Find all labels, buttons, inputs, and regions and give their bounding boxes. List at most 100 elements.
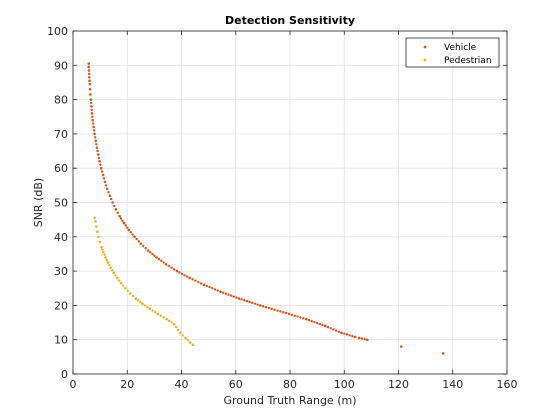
data-point (87, 69, 91, 72)
data-point (345, 333, 349, 336)
y-tick-label: 90 (54, 59, 68, 72)
data-point (117, 279, 121, 282)
data-point (95, 142, 98, 146)
data-point (191, 343, 195, 347)
data-point (153, 254, 156, 257)
x-axis-label: Ground Truth Range (m) (224, 394, 357, 407)
data-point (366, 338, 369, 342)
data-point (110, 197, 113, 201)
data-point (135, 237, 138, 241)
data-point (110, 269, 114, 272)
data-point (181, 334, 185, 337)
data-point (119, 281, 123, 285)
data-point (340, 331, 343, 335)
y-tick-label: 70 (54, 128, 68, 141)
data-point (351, 334, 354, 338)
legend-label: Vehicle (444, 43, 477, 53)
data-point (251, 301, 254, 305)
data-point (165, 317, 168, 321)
data-point (129, 231, 132, 234)
data-point (149, 251, 152, 254)
data-point (139, 300, 142, 304)
data-point (172, 268, 176, 271)
data-point (101, 248, 104, 251)
data-point (258, 304, 262, 307)
data-point (142, 244, 145, 248)
data-point (232, 295, 235, 298)
legend: Vehicle Pedestrian (405, 37, 500, 68)
data-point (126, 226, 129, 229)
data-point (134, 297, 138, 300)
x-tick-label: 40 (175, 378, 189, 391)
data-point (299, 316, 302, 319)
data-point (243, 299, 246, 302)
y-tick-label: 0 (61, 368, 68, 381)
data-point (98, 240, 102, 244)
data-point (87, 76, 91, 79)
data-point (256, 303, 259, 306)
data-point (131, 294, 135, 298)
x-tick-label: 120 (388, 378, 409, 391)
data-point (127, 228, 131, 232)
data-point (318, 322, 322, 326)
data-point (106, 261, 110, 264)
data-point (253, 302, 257, 305)
data-point (103, 253, 106, 257)
data-point (178, 271, 181, 274)
data-point (184, 336, 187, 340)
data-point (139, 242, 143, 245)
data-point (95, 146, 99, 149)
legend-marker (423, 58, 427, 62)
data-point (88, 88, 92, 91)
data-point (279, 310, 282, 313)
data-point (315, 321, 319, 325)
data-point (133, 235, 136, 239)
x-tick-label: 160 (497, 378, 518, 391)
data-point (116, 211, 119, 214)
data-point (240, 298, 243, 301)
data-point (104, 184, 108, 187)
data-point (91, 115, 94, 118)
data-point (188, 276, 191, 280)
data-point (248, 300, 251, 304)
data-point (122, 221, 126, 225)
x-tick-label: 20 (120, 378, 134, 391)
data-point (93, 216, 96, 220)
y-tick-label: 80 (54, 94, 68, 107)
data-point (334, 329, 338, 332)
data-point (343, 332, 346, 335)
data-point (146, 305, 149, 309)
x-tick-label: 140 (442, 378, 463, 391)
data-point (90, 112, 94, 115)
data-point (164, 262, 168, 266)
data-point (88, 79, 91, 83)
data-point (167, 264, 170, 268)
data-point (151, 309, 154, 312)
data-point (93, 132, 96, 136)
legend-items: Vehicle Pedestrian (423, 43, 492, 66)
data-point (100, 170, 104, 173)
data-point (144, 247, 147, 250)
x-tick-label: 60 (229, 378, 243, 391)
x-tick-label: 0 (70, 378, 77, 391)
legend-marker (423, 45, 427, 49)
data-point (99, 166, 103, 170)
data-point (94, 139, 98, 143)
data-point (235, 296, 238, 299)
data-point (100, 245, 103, 249)
y-tick-labels: 0 10 20 30 40 50 60 70 80 90 100 (47, 25, 68, 381)
data-point (191, 278, 194, 281)
data-point (131, 233, 134, 236)
data-point (94, 136, 97, 139)
data-point (183, 274, 186, 277)
data-point (399, 345, 403, 348)
y-tick-label: 60 (54, 162, 68, 175)
data-point (185, 275, 189, 278)
data-point (194, 279, 197, 282)
data-point (276, 309, 279, 312)
data-point (270, 307, 273, 311)
data-point (153, 311, 157, 314)
data-point (162, 261, 165, 264)
data-point (221, 291, 225, 294)
data-point (113, 204, 116, 208)
